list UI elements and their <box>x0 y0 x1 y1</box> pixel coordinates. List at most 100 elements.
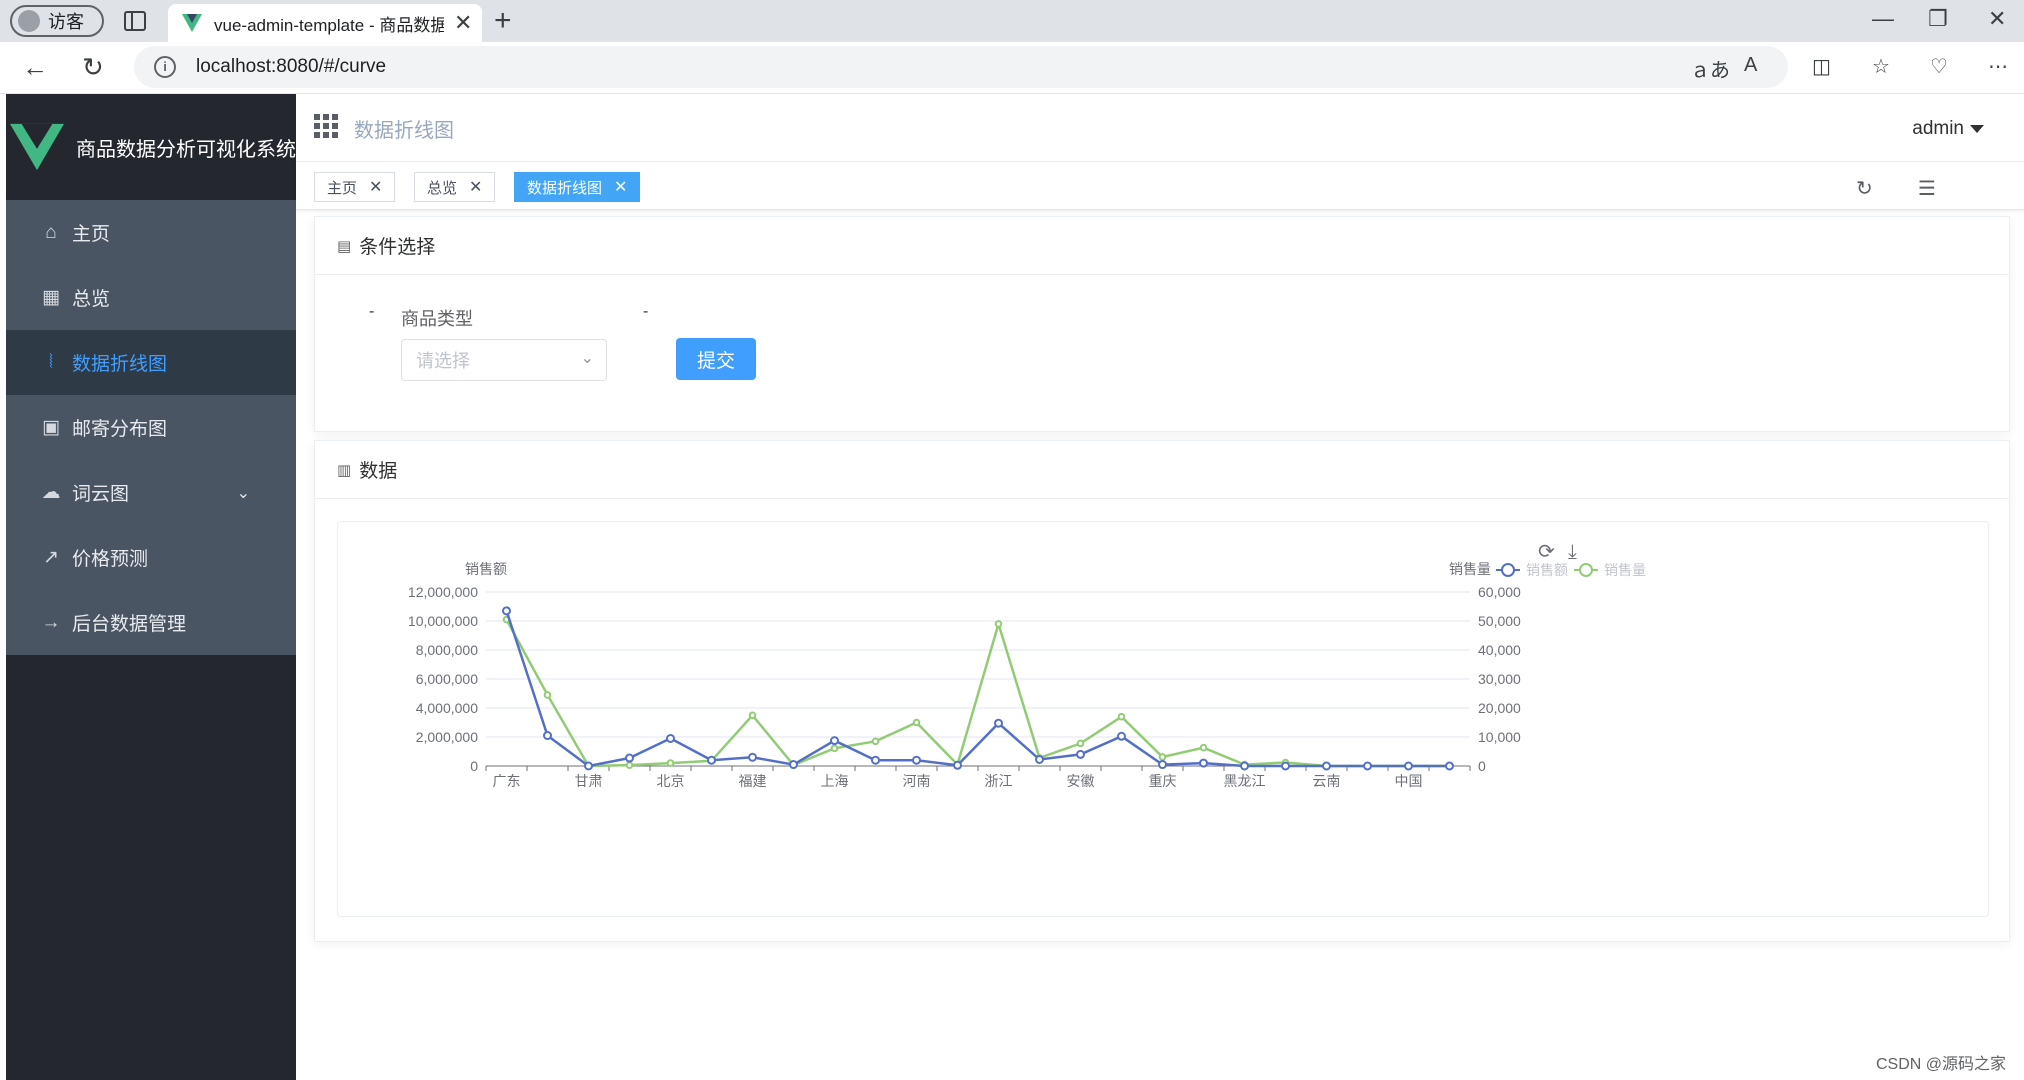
data-point <box>1035 754 1044 764</box>
sidebar-item-home[interactable]: ⌂ 主页 <box>6 200 296 265</box>
tag-line-chart[interactable]: 数据折线图 ✕ <box>514 172 641 202</box>
reload-icon[interactable]: ↻ <box>82 52 104 82</box>
data-point <box>748 752 757 762</box>
data-point <box>1404 761 1413 771</box>
close-icon[interactable]: ✕ <box>614 179 628 196</box>
tag-overview[interactable]: 总览 ✕ <box>414 172 496 202</box>
restore-chart-icon[interactable]: ⟳ <box>1538 539 1555 563</box>
data-point <box>871 755 880 765</box>
y-left-tick-label: 10,000,000 <box>408 613 478 629</box>
settings-icon[interactable]: ☰ <box>1918 178 1936 200</box>
data-point <box>1158 753 1167 761</box>
data-point <box>1240 761 1249 771</box>
chevron-down-icon: ⌄ <box>580 350 594 367</box>
x-tick-label: 安徽 <box>1067 773 1095 789</box>
tag-home[interactable]: 主页 ✕ <box>314 172 396 202</box>
close-tab-icon[interactable]: ✕ <box>454 10 473 35</box>
new-tab-icon[interactable]: + <box>494 4 512 37</box>
y-left-tick-label: 0 <box>470 758 478 774</box>
legend-swatch-marker[interactable] <box>1579 563 1593 577</box>
line-chart: 0 2,000,000 4,000,000 6,000,000 8,000,000 10,… <box>408 539 1646 789</box>
refresh-icon[interactable]: ↻ <box>1856 178 1873 200</box>
vue-logo-icon <box>10 123 64 171</box>
x-tick-label: 浙江 <box>985 773 1013 789</box>
close-icon[interactable]: ✕ <box>369 179 383 196</box>
dash-right: - <box>643 303 649 320</box>
data-card: ▥ 数据 0 2,000,000 4,000,000 6,000,000 8,000,0… <box>314 440 2010 942</box>
translate-icon[interactable]: ａあ <box>1690 60 1730 82</box>
y-right-tick-label: 20,000 <box>1478 700 1521 716</box>
y-left-tick-label: 2,000,000 <box>416 729 478 745</box>
data-point <box>1117 731 1126 741</box>
favorites-icon[interactable]: ☆ <box>1872 56 1890 78</box>
data-point <box>1199 758 1208 768</box>
download-icon[interactable]: ⤓ <box>1568 539 1577 563</box>
back-icon[interactable]: ← <box>22 52 48 82</box>
restore-icon[interactable]: ❐ <box>1928 6 1948 31</box>
cloud-icon: ☁ <box>41 482 61 503</box>
url-text: localhost:8080/#/curve <box>196 56 387 77</box>
sidebar-item-label: 主页 <box>72 224 111 245</box>
x-tick-label: 中国 <box>1395 773 1423 789</box>
tab-title: vue-admin-template - 商品数据 <box>214 15 444 35</box>
data-point <box>1117 712 1126 721</box>
home-icon: ⌂ <box>45 221 57 243</box>
close-window-icon[interactable]: ✕ <box>1988 6 2007 31</box>
filter-card-header: ▤ 条件选择 <box>315 217 2009 275</box>
menu-toggle-icon[interactable] <box>314 114 338 138</box>
browser-tab[interactable]: vue-admin-template - 商品数据 ✕ <box>168 4 482 42</box>
legend-swatch-marker[interactable] <box>1501 563 1515 577</box>
data-point <box>1199 743 1208 752</box>
split-screen-icon[interactable]: ◫ <box>1812 56 1831 78</box>
submit-button[interactable]: 提交 <box>676 338 756 380</box>
data-point <box>543 731 552 741</box>
sidebar-item-mail-distribution[interactable]: ▣ 邮寄分布图 <box>6 395 296 460</box>
read-aloud-icon[interactable]: A <box>1744 54 1758 76</box>
y-right-tick-label: 50,000 <box>1478 613 1521 629</box>
sidebar-item-word-cloud[interactable]: ☁ 词云图 ⌄ <box>6 460 296 525</box>
data-point <box>912 718 921 727</box>
tags-view: 主页 ✕ 总览 ✕ 数据折线图 ✕ ↻ ☰ <box>296 162 2024 210</box>
data-point <box>543 691 552 699</box>
url-field[interactable]: i localhost:8080/#/curve <box>134 46 1788 88</box>
minimize-icon[interactable]: — <box>1872 6 1894 31</box>
y-right-tick-label: 0 <box>1478 758 1486 774</box>
sidebar-item-admin[interactable]: → 后台数据管理 <box>6 590 296 655</box>
sidebar-item-line-chart[interactable]: ⦚ 数据折线图 <box>6 330 296 395</box>
filter-card: ▤ 条件选择 - - 商品类型 请选择 ⌄ 提交 <box>314 216 2010 432</box>
address-bar: ← ↻ i localhost:8080/#/curve ａあ A ◫ ☆ ♡ … <box>0 42 2024 94</box>
data-point <box>707 755 716 765</box>
product-type-select[interactable]: 请选择 ⌄ <box>401 339 607 381</box>
info-icon[interactable]: i <box>154 56 176 78</box>
tab-actions-icon[interactable] <box>124 11 146 31</box>
sidebar-item-label: 总览 <box>72 289 111 310</box>
sidebar-item-label: 邮寄分布图 <box>72 419 168 440</box>
legend-label[interactable]: 销售额 <box>1526 562 1568 578</box>
brand: 商品数据分析可视化系统 <box>6 94 296 200</box>
tag-label: 数据折线图 <box>527 179 603 197</box>
user-menu[interactable]: admin <box>1912 118 1984 139</box>
sidebar-item-label: 词云图 <box>72 484 130 505</box>
data-point <box>789 760 798 770</box>
breadcrumb: 数据折线图 <box>354 120 454 142</box>
sidebar-item-price-forecast[interactable]: ↗ 价格预测 <box>6 525 296 590</box>
sidebar: 商品数据分析可视化系统 ⌂ 主页 ▦ 总览 ⦚ 数据折线图 ▣ 邮寄分布图 ☁ … <box>6 94 296 1080</box>
close-icon[interactable]: ✕ <box>469 179 483 196</box>
tag-label: 主页 <box>327 179 358 197</box>
legend-label[interactable]: 销售量 <box>1604 562 1646 578</box>
x-tick-label: 甘肃 <box>575 773 603 789</box>
sidebar-item-overview[interactable]: ▦ 总览 <box>6 265 296 330</box>
profile-button[interactable]: 访客 <box>10 5 104 37</box>
y-left-tick-label: 8,000,000 <box>416 642 478 658</box>
x-tick-label: 重庆 <box>1149 773 1177 789</box>
data-point <box>994 718 1003 728</box>
data-card-title: 数据 <box>359 461 398 482</box>
data-point <box>830 736 839 746</box>
browser-essentials-icon[interactable]: ♡ <box>1930 56 1948 78</box>
sidebar-item-label: 后台数据管理 <box>72 614 187 635</box>
brand-title: 商品数据分析可视化系统 <box>76 138 296 161</box>
film-icon: ▤ <box>337 237 352 255</box>
more-icon[interactable]: ⋯ <box>1988 56 2008 78</box>
chevron-down-icon[interactable]: ⌄ <box>236 484 250 502</box>
y-right-tick-label: 40,000 <box>1478 642 1521 658</box>
